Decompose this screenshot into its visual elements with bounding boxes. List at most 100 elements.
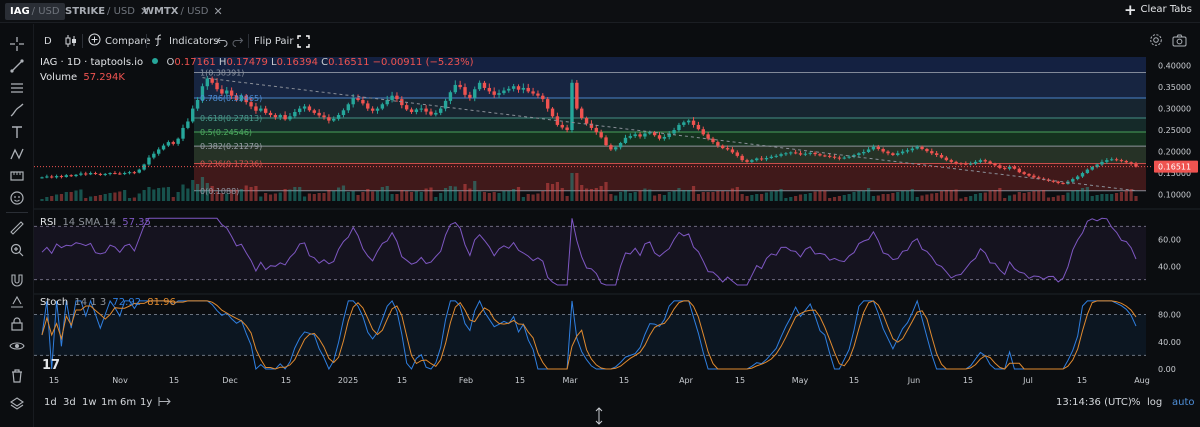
auto-toggle[interactable]: auto (1172, 397, 1195, 408)
zoom-in-icon[interactable] (9, 242, 25, 258)
volume-bar (142, 190, 146, 201)
volume-bar (492, 192, 496, 201)
candle-body (925, 148, 929, 152)
clear-tabs-button[interactable]: + Clear Tabs (1124, 2, 1192, 17)
volume-bar (521, 197, 525, 201)
range-1m[interactable]: 1m (101, 397, 118, 408)
tab-iag-usd[interactable]: IAG / USD (5, 3, 65, 20)
candle-body (545, 99, 550, 109)
trend-line-icon[interactable] (9, 58, 25, 74)
emoji-icon[interactable] (9, 190, 25, 206)
volume-bar (400, 190, 404, 201)
price-chart[interactable]: 1(0.38391) 0.786(0.32465) 0.618(0.27813) 0.… (34, 53, 1200, 393)
date-range-button[interactable] (158, 395, 171, 411)
resize-handle-icon[interactable] (594, 407, 604, 427)
redo-button[interactable] (232, 33, 244, 49)
volume-bar (643, 188, 647, 201)
volume-bar (725, 191, 730, 201)
clear-tabs-label: Clear Tabs (1140, 4, 1192, 15)
volume-bar (638, 190, 642, 201)
lock-icon[interactable] (9, 316, 25, 332)
volume-bar (589, 189, 594, 201)
brush-icon[interactable] (9, 102, 25, 118)
tab-quote: / USD (31, 6, 60, 17)
trend-line[interactable] (202, 77, 1137, 192)
horizontal-lines-icon[interactable] (9, 80, 25, 96)
screenshot-button[interactable] (1172, 33, 1187, 51)
lock-drawing-icon[interactable] (9, 294, 25, 310)
volume-bar (186, 188, 190, 201)
settings-button[interactable] (1149, 33, 1163, 51)
volume-bar (1090, 196, 1094, 201)
layers-icon[interactable] (9, 396, 25, 412)
volume-bar (891, 193, 895, 201)
indicators-button[interactable]: Indicators (152, 33, 218, 49)
utc-clock[interactable]: 13:14:36 (UTC) (1056, 397, 1132, 408)
volume-bar (852, 192, 856, 201)
stoch-d-line (41, 300, 1137, 370)
close-icon[interactable]: ✕ (139, 5, 150, 18)
tab-strike-usd[interactable]: STRIKE / USD ✕ (60, 3, 154, 20)
volume-bar (40, 199, 44, 201)
tab-wmtx-usd[interactable]: WMTX / USD ✕ (138, 3, 228, 20)
percent-toggle[interactable]: % (1131, 397, 1141, 408)
rsi-legend: RSI 14 SMA 14 57.35 (40, 217, 151, 228)
candle-body (370, 108, 375, 111)
candle-body (375, 108, 380, 111)
range-1w[interactable]: 1w (82, 397, 97, 408)
fullscreen-button[interactable] (297, 33, 310, 49)
toolbar-separator (82, 34, 83, 48)
volume-bar (818, 190, 822, 201)
price-tick-label: 0.15000 (1158, 169, 1191, 178)
interval-button[interactable]: D (44, 33, 52, 49)
volume-bar (584, 188, 589, 201)
volume-bar (798, 194, 803, 201)
candle-type-button[interactable] (64, 33, 78, 49)
volume-value: 57.294K (83, 72, 125, 83)
volume-bar (118, 191, 122, 201)
volume-bar (220, 193, 224, 201)
volume-bar (312, 194, 316, 201)
flip-pair-button[interactable]: Flip Pair (254, 33, 293, 49)
crosshair-icon[interactable] (9, 36, 25, 52)
compare-button[interactable]: Compare (88, 33, 150, 49)
candle-body (404, 105, 409, 110)
drawing-toolbar (0, 24, 34, 427)
candle-body (968, 163, 973, 165)
candle-body (516, 86, 521, 90)
volume-bar (127, 198, 132, 201)
close-icon[interactable]: ✕ (213, 5, 223, 18)
time-axis[interactable]: 15 Nov 15 Dec 15 2025 15 Feb 15 Mar 15 Apr 15 May 15 Ju… (49, 376, 1150, 385)
range-3d[interactable]: 3d (63, 397, 76, 408)
stoch-d-value: 81.96 (147, 297, 176, 308)
candle-body (113, 173, 117, 175)
candle-body (40, 177, 44, 179)
candle-body (541, 95, 545, 100)
range-1y[interactable]: 1y (140, 397, 153, 408)
undo-button[interactable] (216, 33, 228, 49)
range-6m[interactable]: 6m (120, 397, 137, 408)
price-axis[interactable]: 0.40000 0.35000 0.30000 0.25000 0.20000 0.150… (34, 62, 1198, 200)
time-tick-label: 15 (281, 376, 291, 385)
candle-body (900, 151, 905, 154)
trash-icon[interactable] (9, 368, 25, 384)
pattern-tool-icon[interactable] (9, 146, 25, 162)
chart-canvas[interactable]: 1(0.38391)0.786(0.32465)0.618(0.27813)0.… (34, 53, 1200, 393)
candle-body (54, 176, 59, 178)
log-toggle[interactable]: log (1147, 397, 1163, 408)
volume-bar (439, 193, 443, 201)
volume-bar (691, 186, 696, 201)
candle-body (818, 154, 822, 156)
candle-body (278, 115, 282, 118)
candle-body (473, 89, 477, 98)
range-1d[interactable]: 1d (44, 397, 57, 408)
volume-bar (1080, 188, 1085, 201)
ruler-icon[interactable] (9, 220, 25, 236)
magnet-icon[interactable] (9, 272, 25, 288)
eye-icon[interactable] (9, 338, 25, 354)
candle-body (803, 153, 808, 155)
candle-body (594, 127, 598, 133)
text-tool-icon[interactable] (9, 124, 25, 140)
measure-tool-icon[interactable] (9, 168, 25, 184)
volume-bar (988, 190, 992, 201)
